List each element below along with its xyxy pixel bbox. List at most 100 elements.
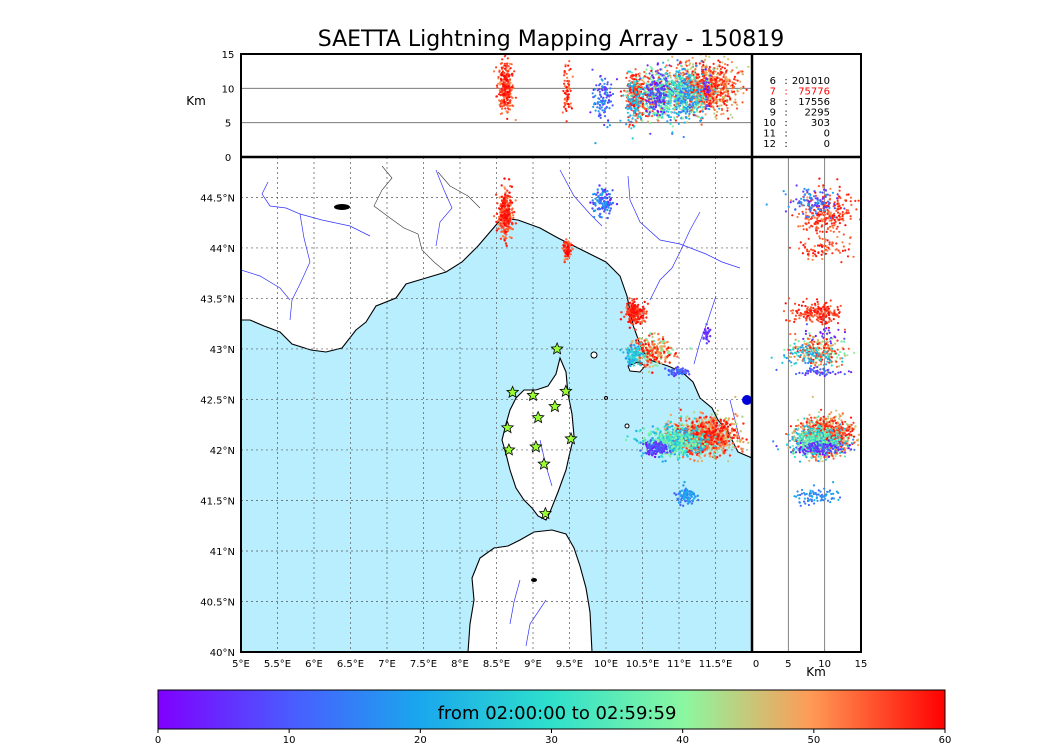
flash-point-top — [716, 84, 719, 88]
flash-point — [495, 229, 499, 232]
flash-point — [666, 355, 669, 358]
flash-point-top — [692, 71, 695, 74]
flash-point — [609, 207, 613, 210]
flash-point — [634, 351, 637, 354]
flash-point — [648, 345, 651, 348]
flash-point-top — [732, 90, 736, 93]
flash-point-top — [691, 98, 694, 101]
flash-point-top — [667, 115, 671, 119]
flash-point-top — [508, 62, 511, 65]
flash-point-top — [686, 105, 690, 108]
flash-point — [605, 201, 608, 204]
flash-point — [673, 354, 676, 358]
flash-point-top — [659, 73, 662, 76]
flash-point-top — [688, 79, 692, 82]
flash-point — [598, 198, 601, 201]
flash-point-top — [661, 107, 664, 110]
flash-point-top — [652, 112, 655, 115]
flash-point — [699, 456, 702, 459]
flash-point — [703, 446, 706, 449]
flash-point-top — [686, 68, 690, 71]
flash-point — [699, 440, 702, 443]
flash-point-top — [684, 87, 687, 90]
flash-point-top — [639, 83, 642, 86]
legend-key: 8 — [770, 97, 776, 108]
flash-point — [507, 204, 511, 208]
flash-point — [648, 334, 651, 337]
flash-point-top — [510, 73, 513, 76]
flash-point-top — [564, 65, 567, 68]
flash-point-top — [716, 93, 719, 96]
flash-point-top — [509, 92, 512, 95]
flash-point — [630, 346, 633, 349]
flash-point-top — [673, 118, 676, 121]
flash-point — [511, 211, 514, 214]
flash-point — [714, 428, 718, 432]
flash-point — [723, 442, 727, 446]
flash-point-top — [734, 98, 737, 101]
flash-point — [740, 447, 743, 450]
flash-point-top — [705, 81, 708, 84]
flash-point — [700, 419, 704, 422]
top-panel-ylabel: Km — [186, 94, 206, 108]
flash-point-top — [499, 102, 502, 105]
flash-point — [697, 454, 701, 457]
map-flash-points — [492, 177, 750, 507]
flash-point-top — [656, 109, 659, 112]
flash-point-top — [694, 96, 698, 99]
flash-point — [507, 221, 510, 224]
flash-point — [677, 372, 680, 376]
flash-point-top — [667, 75, 670, 78]
flash-point — [727, 446, 731, 449]
flash-point-top — [624, 94, 628, 97]
flash-point — [705, 415, 708, 418]
flash-point — [506, 225, 509, 228]
flash-point-top — [658, 98, 661, 102]
flash-point-top — [707, 93, 710, 96]
flash-point — [695, 435, 699, 438]
flash-point-top — [600, 106, 604, 109]
flash-point-top — [662, 96, 665, 99]
flash-point-top — [653, 99, 657, 102]
flash-point-top — [628, 98, 631, 101]
flash-point-top — [706, 98, 709, 101]
flash-point-top — [726, 107, 729, 110]
flash-point-top — [636, 114, 640, 117]
flash-point-top — [702, 61, 705, 64]
flash-point-top — [595, 84, 598, 87]
flash-point — [630, 304, 633, 307]
flash-point-top — [673, 116, 676, 119]
flash-point-top — [635, 73, 638, 76]
flash-point — [500, 195, 504, 198]
flash-point — [693, 417, 696, 420]
flash-point-top — [696, 90, 699, 93]
flash-point — [636, 353, 639, 357]
flash-point — [675, 372, 678, 375]
flash-point-top — [713, 75, 717, 78]
flash-point — [503, 177, 506, 180]
flash-point-top — [639, 92, 642, 95]
flash-point-top — [698, 62, 701, 65]
flash-point — [495, 220, 498, 224]
flash-point-top — [701, 106, 704, 109]
flash-point-top — [708, 102, 711, 105]
flash-point-top — [633, 125, 636, 128]
flash-point-top — [667, 110, 670, 113]
flash-point-top — [702, 99, 705, 102]
flash-point-top — [722, 80, 726, 83]
flash-point — [669, 413, 673, 417]
flash-point-top — [641, 97, 644, 100]
flash-point — [649, 361, 653, 364]
flash-point-top — [610, 83, 613, 86]
flash-point-top — [673, 106, 676, 109]
flash-point — [726, 428, 729, 431]
flash-point-top — [721, 66, 724, 69]
flash-point-top — [674, 94, 678, 97]
flash-point-top — [505, 62, 508, 65]
flash-point — [615, 202, 619, 206]
flash-point-top — [657, 78, 660, 81]
flash-point-top — [627, 100, 630, 103]
flash-point-top — [715, 102, 718, 105]
flash-point — [716, 455, 719, 459]
